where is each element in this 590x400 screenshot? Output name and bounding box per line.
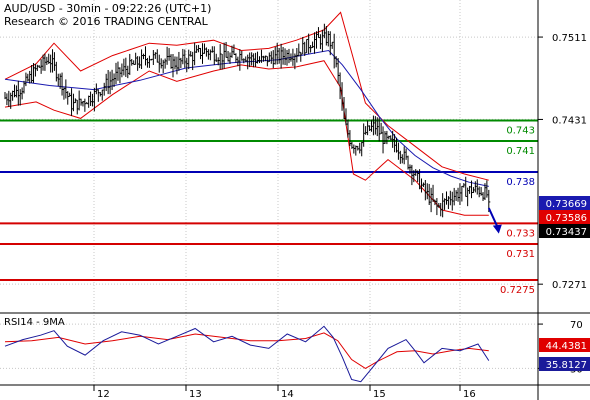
rsi-ma-line — [4, 332, 489, 369]
price-badge-box — [539, 196, 590, 210]
price-series-group — [4, 11, 502, 234]
price-badge-box — [539, 210, 590, 224]
support-resistance-lines: 0.743 0.741 0.738 0.733 0.731 0.7275 — [0, 119, 538, 296]
bollinger-upper-line — [4, 11, 489, 181]
x-tick-label: 13 — [189, 389, 202, 400]
rsi-badge-label: 35.8127 — [546, 360, 587, 371]
forecast-arrow-line — [487, 207, 499, 229]
rsi-line — [4, 325, 490, 383]
bollinger-lower-line — [4, 60, 489, 216]
level-label-resistance: 0.743 — [506, 125, 535, 136]
rsi-tick-label: 70 — [570, 320, 583, 331]
level-label-resistance: 0.741 — [506, 146, 535, 157]
level-label-support: 0.7275 — [500, 285, 535, 296]
x-axis-ticks: 12 13 14 15 16 — [93, 385, 476, 400]
forecast-arrow-head — [492, 224, 502, 234]
y-tick-label: 0.7431 — [552, 115, 587, 126]
y-tick-label: 0.7271 — [552, 280, 587, 291]
value-badges: 0.73669 0.73586 0.73437 44.4381 35.8127 — [539, 196, 590, 371]
x-tick-label: 15 — [373, 389, 386, 400]
x-tick-label: 14 — [281, 389, 294, 400]
moving-average-line — [4, 49, 489, 187]
x-tick-label: 16 — [463, 389, 476, 400]
x-tick-label: 12 — [97, 389, 110, 400]
chart-header-title: AUD/USD - 30min - 09:22:26 (UTC+1) — [4, 2, 211, 15]
y-tick-label: 0.7511 — [552, 33, 587, 44]
rsi-badge-box — [539, 338, 590, 352]
rsi-panel-title: RSI14 - 9MA — [4, 317, 65, 328]
price-badge-box — [539, 224, 590, 238]
price-badge-label: 0.73437 — [546, 227, 587, 238]
level-label-support: 0.731 — [506, 249, 535, 260]
level-label-support: 0.733 — [506, 228, 535, 239]
price-badge-label: 0.73586 — [546, 213, 587, 224]
price-badge-label: 0.73669 — [546, 199, 587, 210]
rsi-badge-box — [539, 357, 590, 371]
chart-header-source: Research © 2016 TRADING CENTRAL — [4, 15, 209, 28]
rsi-series-group — [4, 325, 490, 383]
rsi-badge-label: 44.4381 — [546, 341, 587, 352]
level-label-pivot: 0.738 — [506, 177, 535, 188]
